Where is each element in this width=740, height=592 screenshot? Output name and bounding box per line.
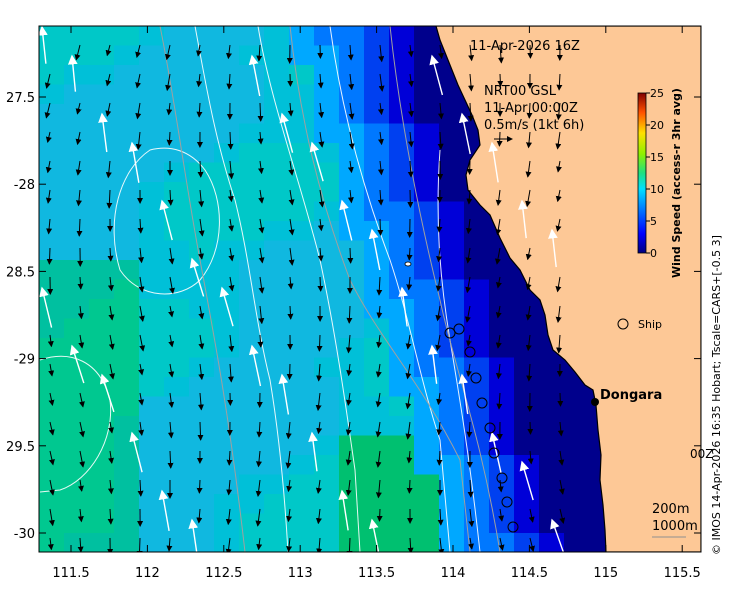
dongara-label: Dongara	[600, 388, 662, 403]
glider-track	[444, 323, 519, 533]
svg-text:112.5: 112.5	[205, 566, 242, 581]
wind-vector-field	[39, 26, 566, 552]
y-axis: 27.5 -28 28.5 -29 29.5 -30	[6, 91, 701, 542]
svg-text:113: 113	[288, 566, 313, 581]
credit-text: © IMOS 14-Apr-2026 16:35 Hobart; Tscale=…	[710, 235, 723, 555]
x-axis: 111.5 112 112.5 113 113.5 114 114.5 115 115.5	[52, 26, 701, 581]
ship-label: Ship	[638, 318, 662, 331]
svg-text:27.5: 27.5	[6, 91, 35, 106]
svg-text:25: 25	[650, 87, 664, 100]
svg-text:113.5: 113.5	[358, 566, 395, 581]
timestamp-label: 11-Apr-2026 16Z	[470, 39, 580, 54]
svg-text:112: 112	[135, 566, 160, 581]
colorbar: 25 20 15 10 5 0 Wind Speed (access-r 3hr avg)	[637, 87, 683, 278]
ship-marker: Ship	[617, 318, 662, 331]
svg-text:-28: -28	[14, 178, 35, 193]
svg-text:10: 10	[650, 183, 664, 196]
svg-text:29.5: 29.5	[6, 440, 35, 455]
dongara-marker: Dongara	[591, 388, 662, 406]
svg-text:111.5: 111.5	[52, 566, 89, 581]
depth-label-1000: 1000m	[652, 519, 698, 534]
colorbar-title: Wind Speed (access-r 3hr avg)	[670, 88, 683, 278]
svg-text:5: 5	[650, 215, 657, 228]
svg-text:20: 20	[650, 119, 664, 132]
plot-frame	[38, 25, 702, 553]
svg-text:-30: -30	[14, 527, 35, 542]
svg-text:0: 0	[650, 247, 657, 260]
depth-label-200: 200m	[652, 502, 689, 517]
svg-text:15: 15	[650, 151, 664, 164]
overlay-line-3: 0.5m/s (1kt 6h)	[484, 118, 584, 133]
overlay-line-1: NRT00 GSL	[484, 84, 557, 99]
svg-text:-29: -29	[14, 353, 35, 368]
svg-text:114: 114	[441, 566, 466, 581]
svg-text:115.5: 115.5	[664, 566, 701, 581]
clip-text: 00Z	[690, 447, 714, 461]
island-icon	[404, 261, 412, 267]
svg-text:115: 115	[593, 566, 618, 581]
svg-text:28.5: 28.5	[6, 265, 35, 280]
svg-text:114.5: 114.5	[511, 566, 548, 581]
overlay-line-2: 11-Apr 00:00Z	[484, 101, 578, 116]
